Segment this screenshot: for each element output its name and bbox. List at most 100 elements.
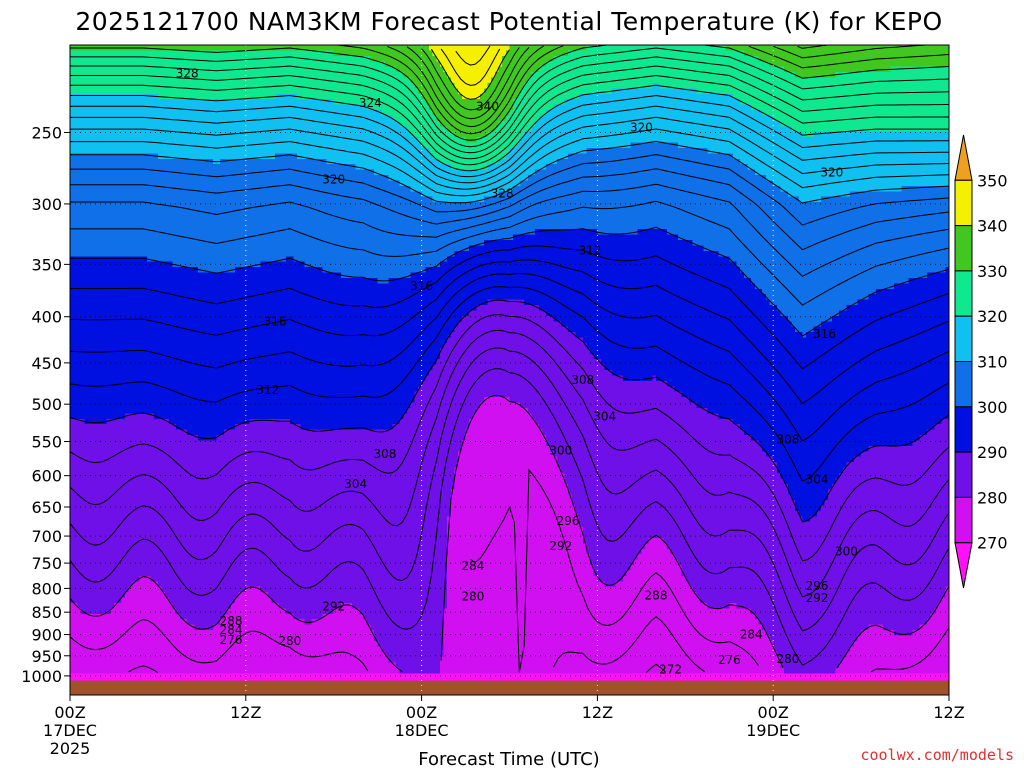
colorbar-bin — [954, 361, 973, 408]
isentrope-282 — [70, 368, 949, 666]
colorbar-label: 270 — [977, 534, 1008, 553]
contour-label: 284 — [461, 559, 484, 573]
colorbar-label: 320 — [977, 307, 1008, 326]
y-tick-label: 400 — [31, 308, 62, 327]
y-tick-label: 500 — [31, 395, 62, 414]
colorbar-bin — [954, 406, 973, 453]
isentrope-308 — [70, 154, 949, 226]
isentrope-334 — [387, 45, 925, 128]
isentrope-328 — [70, 47, 949, 148]
colorbar-bin — [954, 225, 973, 272]
colorbar-bin — [954, 134, 973, 181]
contour-label: 316 — [410, 279, 433, 293]
colorbar-label: 330 — [977, 262, 1008, 281]
y-tick-label: 600 — [31, 467, 62, 486]
y-tick-label: 900 — [31, 626, 62, 645]
y-tick-label: 250 — [31, 123, 62, 142]
isentrope-304 — [70, 183, 949, 277]
colorbar-label: 290 — [977, 443, 1008, 462]
contour-label: 288 — [220, 614, 243, 628]
colorbar: 350 340 330 320 310 300 290 280 270 — [954, 134, 1008, 589]
contour-label: 276 — [718, 653, 741, 667]
isentrope-336 — [406, 45, 827, 120]
colorbar-label: 340 — [977, 217, 1008, 236]
contour-label: 328 — [491, 186, 514, 200]
isentrope-338 — [421, 47, 520, 111]
contour-label: 284 — [220, 623, 243, 637]
isentrope-290 — [70, 299, 949, 523]
colorbar-label: 280 — [977, 488, 1008, 507]
contour-label: 296 — [806, 579, 829, 593]
contour-labels: 328 324 340 320 320 328 320 312 316 316 316 308 312 3… — [176, 66, 858, 676]
y-tick-label: 800 — [31, 579, 62, 598]
x-tick-label: 00Z — [54, 703, 85, 722]
terrain-band — [70, 680, 949, 695]
isentrope-344 — [455, 45, 491, 66]
isentrope-320 — [70, 84, 949, 172]
contour-label: 300 — [549, 444, 572, 458]
isentrope-280 — [70, 394, 949, 672]
y-tick-label: 450 — [31, 354, 62, 373]
contour-label: 304 — [806, 473, 829, 487]
contour-label: 296 — [557, 514, 580, 528]
contour-label: 312 — [256, 383, 279, 397]
x-tick-label: 00Z — [406, 703, 437, 722]
contour-label: 312 — [579, 244, 602, 258]
y-tick-label: 550 — [31, 433, 62, 452]
isentrope-274 — [645, 663, 667, 673]
isentrope-298 — [70, 245, 949, 370]
x-year-label: 2025 — [50, 739, 91, 758]
y-tick-label: 300 — [31, 195, 62, 214]
field-cells — [70, 45, 949, 695]
contour-label: 284 — [740, 628, 763, 642]
isentrope-302 — [70, 200, 949, 306]
contour-label: 272 — [659, 663, 682, 677]
isentrope-294 — [70, 272, 949, 442]
isentrope-lines — [70, 45, 949, 673]
isentrope-306 — [70, 168, 949, 251]
y-axis: 250 300 350 400 450 500 550 600 650 700 750 800 850 9… — [21, 123, 70, 686]
contour-label: 316 — [264, 315, 287, 329]
isentrope-312 — [70, 128, 949, 197]
x-tick-label: 12Z — [933, 703, 964, 722]
colorbar-bin — [954, 270, 973, 317]
contour-label: 280 — [278, 634, 301, 648]
x-date-label: 17DEC — [43, 721, 97, 740]
isentrope-300 — [70, 226, 949, 337]
y-tick-label: 700 — [31, 527, 62, 546]
colorbar-label: 310 — [977, 353, 1008, 372]
contour-label: 292 — [322, 600, 345, 614]
isentrope-324 — [70, 65, 949, 160]
contour-label: 320 — [820, 166, 843, 180]
credit-text[interactable]: coolwx.com/models — [860, 746, 1014, 764]
y-tick-label: 1000 — [21, 667, 62, 686]
contour-label: 292 — [806, 591, 829, 605]
contour-label: 308 — [776, 432, 799, 446]
x-date-label: 19DEC — [746, 721, 800, 740]
isentrope-342 — [440, 48, 501, 86]
isentrope-278 — [70, 468, 949, 673]
isentrope-316 — [70, 105, 949, 184]
y-tick-label: 850 — [31, 603, 62, 622]
contour-label: 304 — [593, 410, 616, 424]
contour-label: 288 — [645, 589, 668, 603]
isentrope-314 — [70, 116, 949, 190]
colorbar-label: 300 — [977, 398, 1008, 417]
isentrope-322 — [70, 74, 949, 166]
contour-label: 292 — [549, 539, 572, 553]
isentrope-330 — [70, 45, 949, 141]
contour-label: 328 — [176, 66, 199, 80]
contour-label: 320 — [322, 173, 345, 187]
colorbar-label: 350 — [977, 171, 1008, 190]
y-tick-label: 950 — [31, 647, 62, 666]
isentrope-318 — [70, 94, 949, 178]
isentrope-326 — [70, 56, 949, 154]
contour-label: 324 — [359, 96, 382, 110]
isentrope-340 — [430, 48, 510, 100]
x-date-label: 18DEC — [395, 721, 449, 740]
contour-label: 304 — [344, 477, 367, 491]
contour-label: 276 — [220, 633, 243, 647]
isentrope-332 — [338, 45, 949, 135]
colorbar-bin — [954, 315, 973, 363]
